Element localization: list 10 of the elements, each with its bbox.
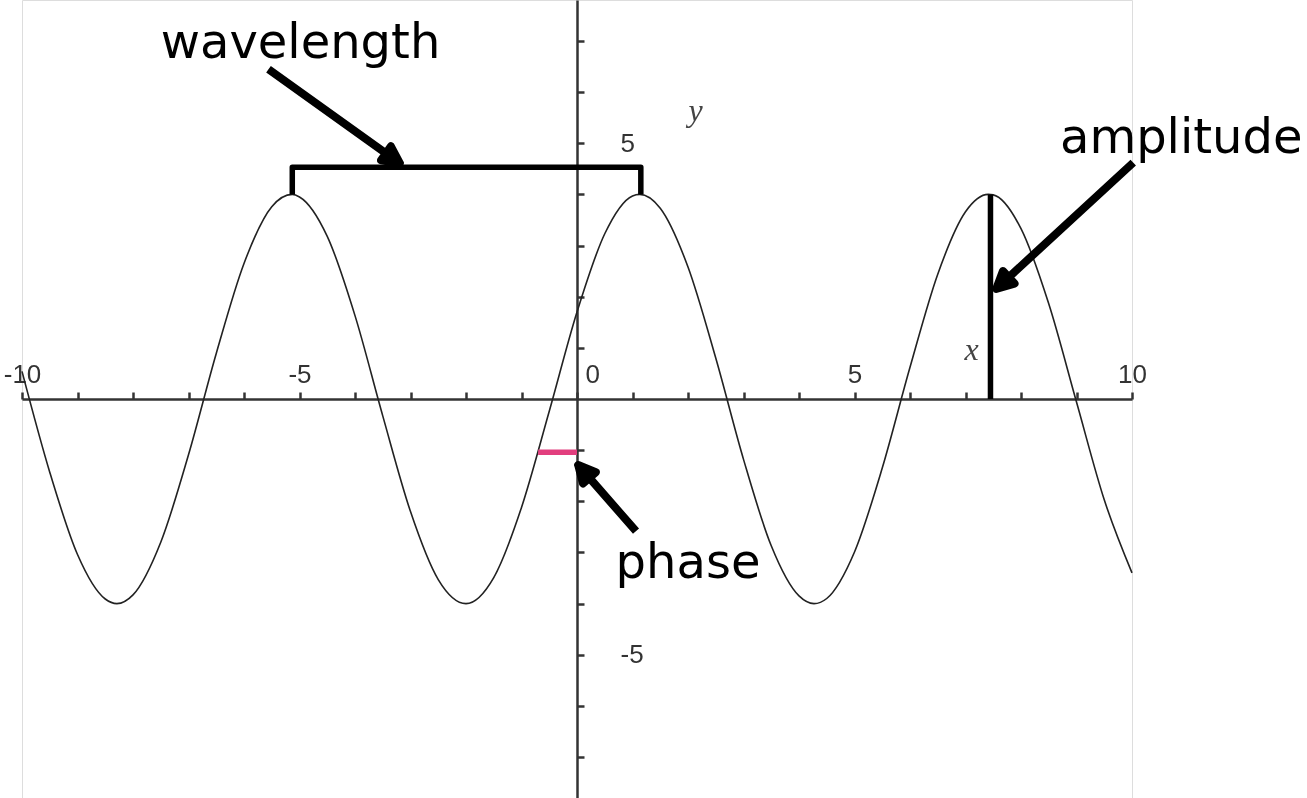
x-tick-label: 0 bbox=[585, 358, 600, 389]
x-tick-label: -10 bbox=[3, 358, 42, 389]
y-axis-title: y bbox=[685, 91, 704, 128]
x-tick-label: -5 bbox=[288, 358, 312, 389]
annotation: phase bbox=[615, 533, 761, 590]
x-axis-title: x bbox=[963, 330, 979, 367]
annotation: wavelength bbox=[160, 13, 441, 70]
x-tick-label: 10 bbox=[1118, 358, 1147, 389]
annotation: amplitude bbox=[1059, 107, 1303, 164]
x-tick-label: 5 bbox=[847, 358, 863, 389]
